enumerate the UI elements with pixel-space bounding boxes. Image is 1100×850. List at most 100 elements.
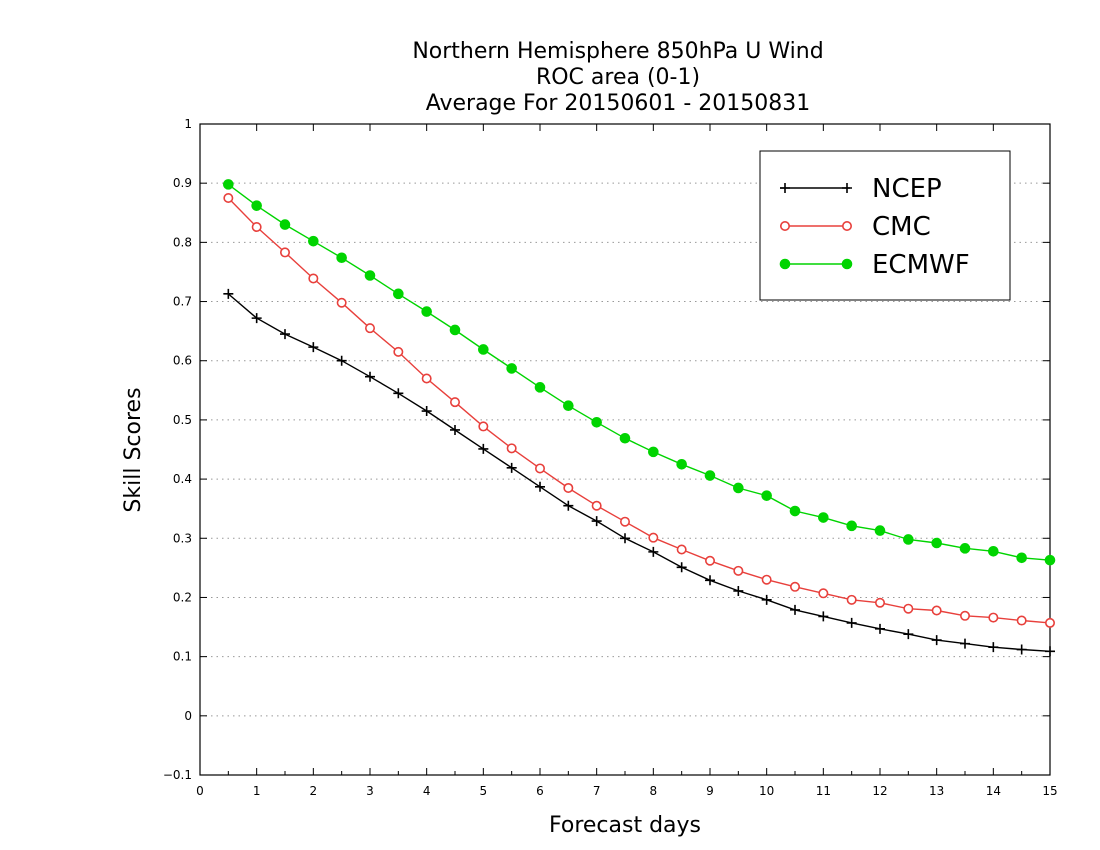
data-point-cmc xyxy=(931,605,942,616)
data-point-ecmwf xyxy=(364,270,376,281)
x-tick-label: 4 xyxy=(423,784,431,798)
data-point-ecmwf xyxy=(959,543,971,554)
series-ecmwf xyxy=(223,179,1056,566)
data-point-ecmwf xyxy=(676,458,687,470)
data-point-ecmwf xyxy=(534,382,546,393)
x-tick-label: 0 xyxy=(196,784,204,798)
legend-item-ecmwf: ECMWF xyxy=(779,250,970,280)
data-point-ncep xyxy=(846,617,857,628)
data-point-ncep xyxy=(1045,646,1055,657)
data-point-ncep xyxy=(620,533,630,544)
data-point-cmc xyxy=(563,482,574,493)
legend-marker xyxy=(842,183,852,193)
data-point-ncep xyxy=(336,355,347,366)
data-point-cmc xyxy=(251,221,262,232)
data-point-cmc xyxy=(336,297,347,308)
legend: NCEP CMC ECMWF xyxy=(759,150,1011,301)
data-point-cmc xyxy=(534,463,545,474)
data-point-cmc xyxy=(393,346,404,357)
data-point-ncep xyxy=(506,462,517,473)
series-line-ncep xyxy=(227,293,1051,652)
data-point-ncep xyxy=(648,546,659,557)
data-point-cmc xyxy=(591,500,602,511)
legend-marker xyxy=(841,221,852,232)
data-point-ncep xyxy=(761,594,772,605)
data-point-ecmwf xyxy=(449,324,461,336)
x-tick-label: 12 xyxy=(872,784,887,798)
data-point-ncep xyxy=(1016,644,1027,655)
data-point-ecmwf xyxy=(251,200,262,211)
data-point-ncep xyxy=(875,623,885,634)
data-point-cmc xyxy=(1045,617,1056,628)
data-point-ecmwf xyxy=(308,235,319,247)
data-point-ecmwf xyxy=(1016,552,1027,564)
data-point-ncep xyxy=(308,342,319,353)
legend-marker xyxy=(779,258,791,270)
data-point-ncep xyxy=(223,288,234,299)
x-tick-label: 10 xyxy=(759,784,774,798)
x-tick-label: 2 xyxy=(310,784,318,798)
data-point-cmc xyxy=(364,323,375,334)
x-tick-label: 8 xyxy=(650,784,658,798)
x-axis: 0 1 2 3 4 5 6 7 8 9 10 11 12 13 14 15 xyxy=(196,124,1058,798)
y-tick-label: 0.9 xyxy=(173,176,192,190)
y-tick-label: 0.7 xyxy=(173,295,192,309)
y-tick-label: 0 xyxy=(184,709,192,723)
data-point-ecmwf xyxy=(761,490,772,501)
x-axis-title: Forecast days xyxy=(549,813,701,838)
legend-marker xyxy=(841,258,853,270)
data-point-ncep xyxy=(733,585,744,596)
x-tick-label: 15 xyxy=(1042,784,1057,798)
data-point-ncep xyxy=(450,424,460,435)
legend-label-cmc: CMC xyxy=(872,212,931,242)
legend-item-ncep: NCEP xyxy=(780,174,942,204)
y-tick-label: 1 xyxy=(184,117,192,131)
series-ncep xyxy=(223,288,1055,657)
data-point-cmc xyxy=(619,516,630,527)
y-tick-label: 0.8 xyxy=(173,235,192,249)
data-point-cmc xyxy=(478,421,489,432)
data-point-ncep xyxy=(988,642,999,653)
data-point-cmc xyxy=(308,273,319,284)
y-tick-label: 0.3 xyxy=(173,531,192,545)
title-line-2: ROC area (0-1) xyxy=(536,65,700,90)
title-line-1: Northern Hemisphere 850hPa U Wind xyxy=(412,39,823,64)
data-point-cmc xyxy=(676,544,687,555)
data-point-ecmwf xyxy=(846,520,857,532)
data-point-ncep xyxy=(903,629,914,640)
data-point-ncep xyxy=(818,611,829,622)
data-point-ncep xyxy=(393,388,404,399)
data-point-cmc xyxy=(846,594,857,605)
data-point-ecmwf xyxy=(789,505,801,517)
data-point-ncep xyxy=(280,329,290,340)
data-point-ncep xyxy=(421,406,432,417)
data-point-ncep xyxy=(251,313,262,324)
legend-item-cmc: CMC xyxy=(779,212,931,242)
x-tick-label: 14 xyxy=(986,784,1001,798)
data-point-ncep xyxy=(790,604,800,615)
data-point-ecmwf xyxy=(279,219,291,230)
y-tick-label: 0.6 xyxy=(173,354,192,368)
data-point-ecmwf xyxy=(874,525,886,536)
data-point-cmc xyxy=(988,612,999,623)
x-tick-label: 11 xyxy=(816,784,831,798)
x-tick-label: 1 xyxy=(253,784,261,798)
data-point-ncep xyxy=(705,575,715,586)
data-point-ncep xyxy=(365,371,375,382)
data-point-cmc xyxy=(648,532,659,543)
data-point-ecmwf xyxy=(506,363,517,374)
y-tick-label: −0.1 xyxy=(163,768,192,782)
data-point-cmc xyxy=(733,565,744,576)
y-tick-label: 0.4 xyxy=(173,472,192,486)
y-axis-title: Skill Scores xyxy=(121,387,146,512)
data-point-cmc xyxy=(704,555,715,566)
data-point-cmc xyxy=(421,373,432,384)
data-point-ecmwf xyxy=(704,470,716,481)
legend-marker xyxy=(780,183,790,193)
data-point-ecmwf xyxy=(591,416,602,428)
data-point-ecmwf xyxy=(648,446,659,458)
data-point-ecmwf xyxy=(818,512,829,523)
data-point-cmc xyxy=(874,597,885,608)
data-point-ecmwf xyxy=(478,344,489,355)
